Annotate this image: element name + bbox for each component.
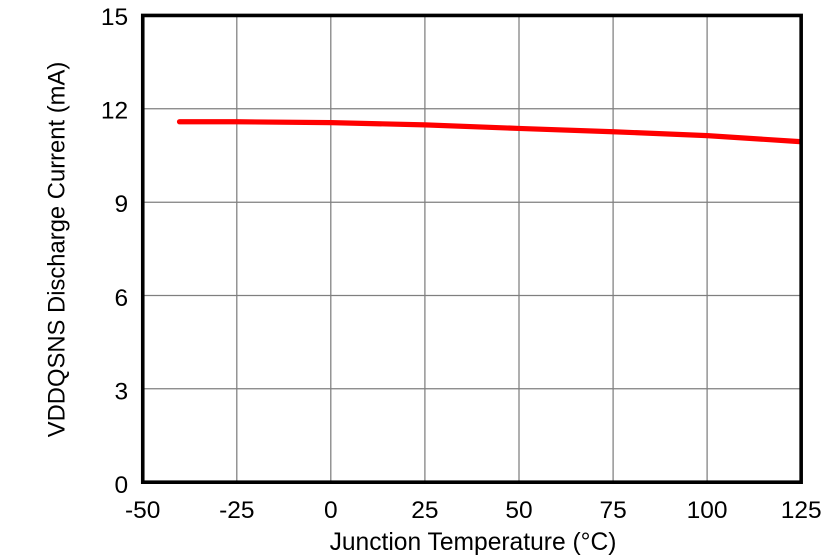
svg-text:0: 0 <box>324 497 338 524</box>
svg-text:6: 6 <box>115 285 129 312</box>
svg-text:75: 75 <box>599 497 626 524</box>
svg-text:100: 100 <box>687 497 728 524</box>
svg-text:15: 15 <box>101 4 128 31</box>
svg-text:-25: -25 <box>219 497 254 524</box>
svg-text:12: 12 <box>101 98 128 125</box>
svg-text:0: 0 <box>115 472 129 499</box>
svg-text:-50: -50 <box>125 497 160 524</box>
svg-text:50: 50 <box>505 497 532 524</box>
svg-text:9: 9 <box>115 191 129 218</box>
svg-text:Junction Temperature (°C): Junction Temperature (°C) <box>330 529 617 556</box>
svg-text:125: 125 <box>781 497 822 524</box>
svg-text:VDDQSNS Discharge Current (mA): VDDQSNS Discharge Current (mA) <box>43 62 70 438</box>
svg-text:3: 3 <box>115 378 129 405</box>
svg-text:25: 25 <box>411 497 438 524</box>
